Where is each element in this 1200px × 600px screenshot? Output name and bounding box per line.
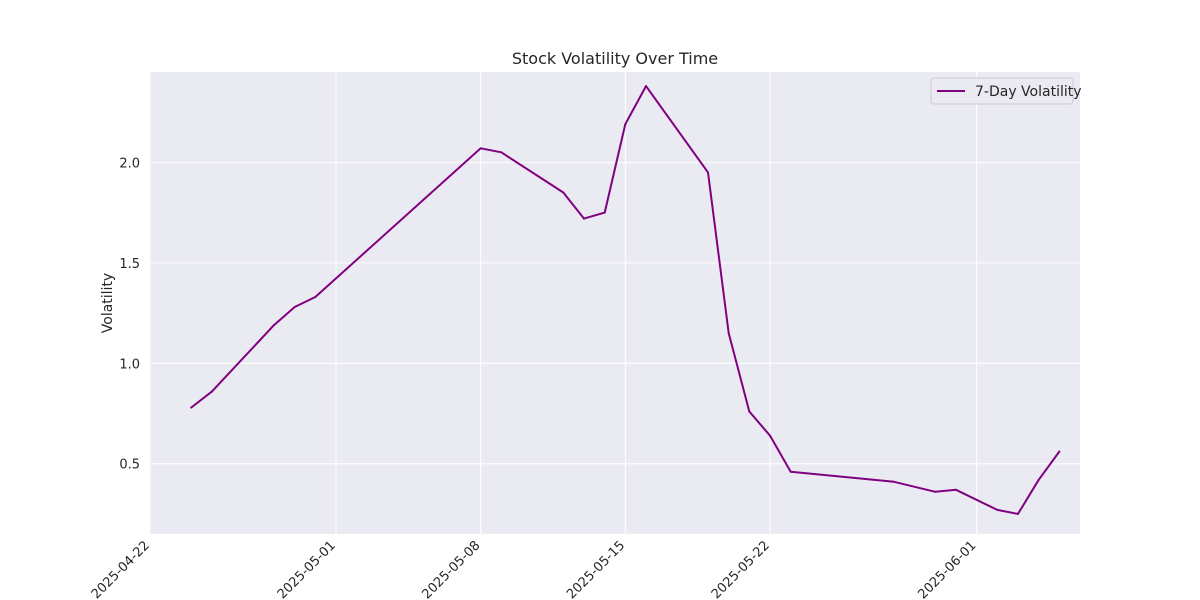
data-point xyxy=(1017,512,1019,515)
data-point xyxy=(211,390,213,393)
x-axis: 2025-04-22 2025-05-01 2025-05-08 2025-05-15… xyxy=(89,538,980,600)
data-point xyxy=(314,296,317,298)
y-axis: 0.5 1.0 1.5 2.0 xyxy=(119,156,140,472)
y-tick-label: 0.5 xyxy=(119,458,140,473)
x-tick-label: 2025-05-08 xyxy=(419,538,483,600)
y-tick-label: 1.5 xyxy=(119,257,140,272)
data-point xyxy=(727,332,730,335)
data-point xyxy=(748,410,751,413)
plot-area xyxy=(150,72,1080,534)
x-tick-label: 2025-06-01 xyxy=(915,538,979,600)
data-point xyxy=(769,434,771,437)
data-point xyxy=(934,490,937,493)
data-point xyxy=(1058,450,1061,453)
x-tick-label: 2025-05-01 xyxy=(275,538,339,600)
x-tick-label: 2025-04-22 xyxy=(89,538,153,600)
series-layer xyxy=(190,85,1061,515)
legend-label: 7-Day Volatility xyxy=(975,84,1082,100)
data-point xyxy=(789,470,792,473)
grid xyxy=(149,72,1080,534)
legend-box xyxy=(930,77,1074,105)
data-point xyxy=(293,306,296,308)
data-point xyxy=(996,508,999,511)
data-point xyxy=(562,191,565,194)
data-point xyxy=(603,211,606,214)
data-point xyxy=(893,480,895,483)
legend: 7-Day Volatility xyxy=(930,77,1082,105)
data-point xyxy=(624,123,627,126)
x-tick-label: 2025-05-15 xyxy=(564,538,628,600)
data-point xyxy=(583,217,585,220)
data-point xyxy=(190,406,193,409)
chart-title: Stock Volatility Over Time xyxy=(512,49,718,68)
y-tick-label: 2.0 xyxy=(119,156,140,171)
data-point xyxy=(707,171,709,174)
data-point xyxy=(479,147,482,150)
data-point xyxy=(645,85,647,88)
y-axis-label: Volatility xyxy=(100,273,116,333)
x-tick-label: 2025-05-22 xyxy=(709,538,773,600)
data-point xyxy=(872,478,875,481)
data-point xyxy=(1037,478,1040,481)
y-tick-label: 1.0 xyxy=(119,357,140,372)
data-point xyxy=(955,488,957,491)
data-point xyxy=(500,151,503,154)
data-point xyxy=(273,324,275,327)
